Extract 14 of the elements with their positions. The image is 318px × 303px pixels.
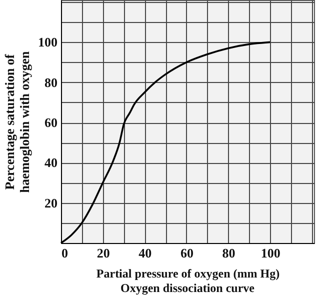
x-tick-label: 80 [222,246,236,260]
x-tick-label: 60 [180,246,194,260]
text: Oxygen dissociation curve [120,281,256,295]
y-tick-label: 20 [44,195,58,210]
x-tick-label: 20 [96,246,110,260]
x-tick-label: 0 [62,246,68,260]
x-axis-title: Partial pressure of oxygen (mm Hg) [96,266,280,280]
x-tick-label: 100 [260,246,280,260]
y-tick-label: 40 [44,155,58,170]
y-tick-label: 100 [38,34,58,50]
x-tick-label: 40 [138,246,152,260]
y-tick-label: 80 [44,74,58,90]
y-axis-title: Percentage saturation of haemoglobin with oxygen [2,50,32,193]
y-tick-label: 60 [44,115,58,130]
